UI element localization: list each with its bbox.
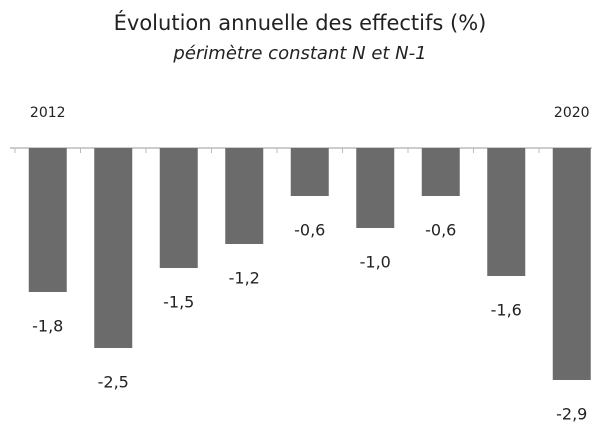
value-label: -2,5 <box>98 373 129 392</box>
chart-title: Évolution annuelle des effectifs (%) <box>114 10 487 35</box>
bar <box>159 148 198 268</box>
value-label: -1,6 <box>491 301 522 320</box>
value-label: -1,0 <box>360 253 391 272</box>
chart-subtitle: périmètre constant N et N-1 <box>172 43 426 64</box>
bar <box>487 148 526 276</box>
value-label: -1,8 <box>32 317 63 336</box>
value-label: -1,2 <box>229 269 260 288</box>
value-label: -0,6 <box>294 221 325 240</box>
bar <box>552 148 591 380</box>
bar <box>356 148 395 228</box>
value-label: -1,5 <box>163 293 194 312</box>
x-tick-label: 2020 <box>554 105 590 121</box>
x-tick-label: 2012 <box>30 105 66 121</box>
bar <box>421 148 460 196</box>
bar <box>94 148 133 348</box>
bar <box>290 148 329 196</box>
value-label: -0,6 <box>425 221 456 240</box>
value-label: -2,9 <box>556 405 587 424</box>
bar <box>225 148 264 244</box>
bar <box>28 148 67 292</box>
